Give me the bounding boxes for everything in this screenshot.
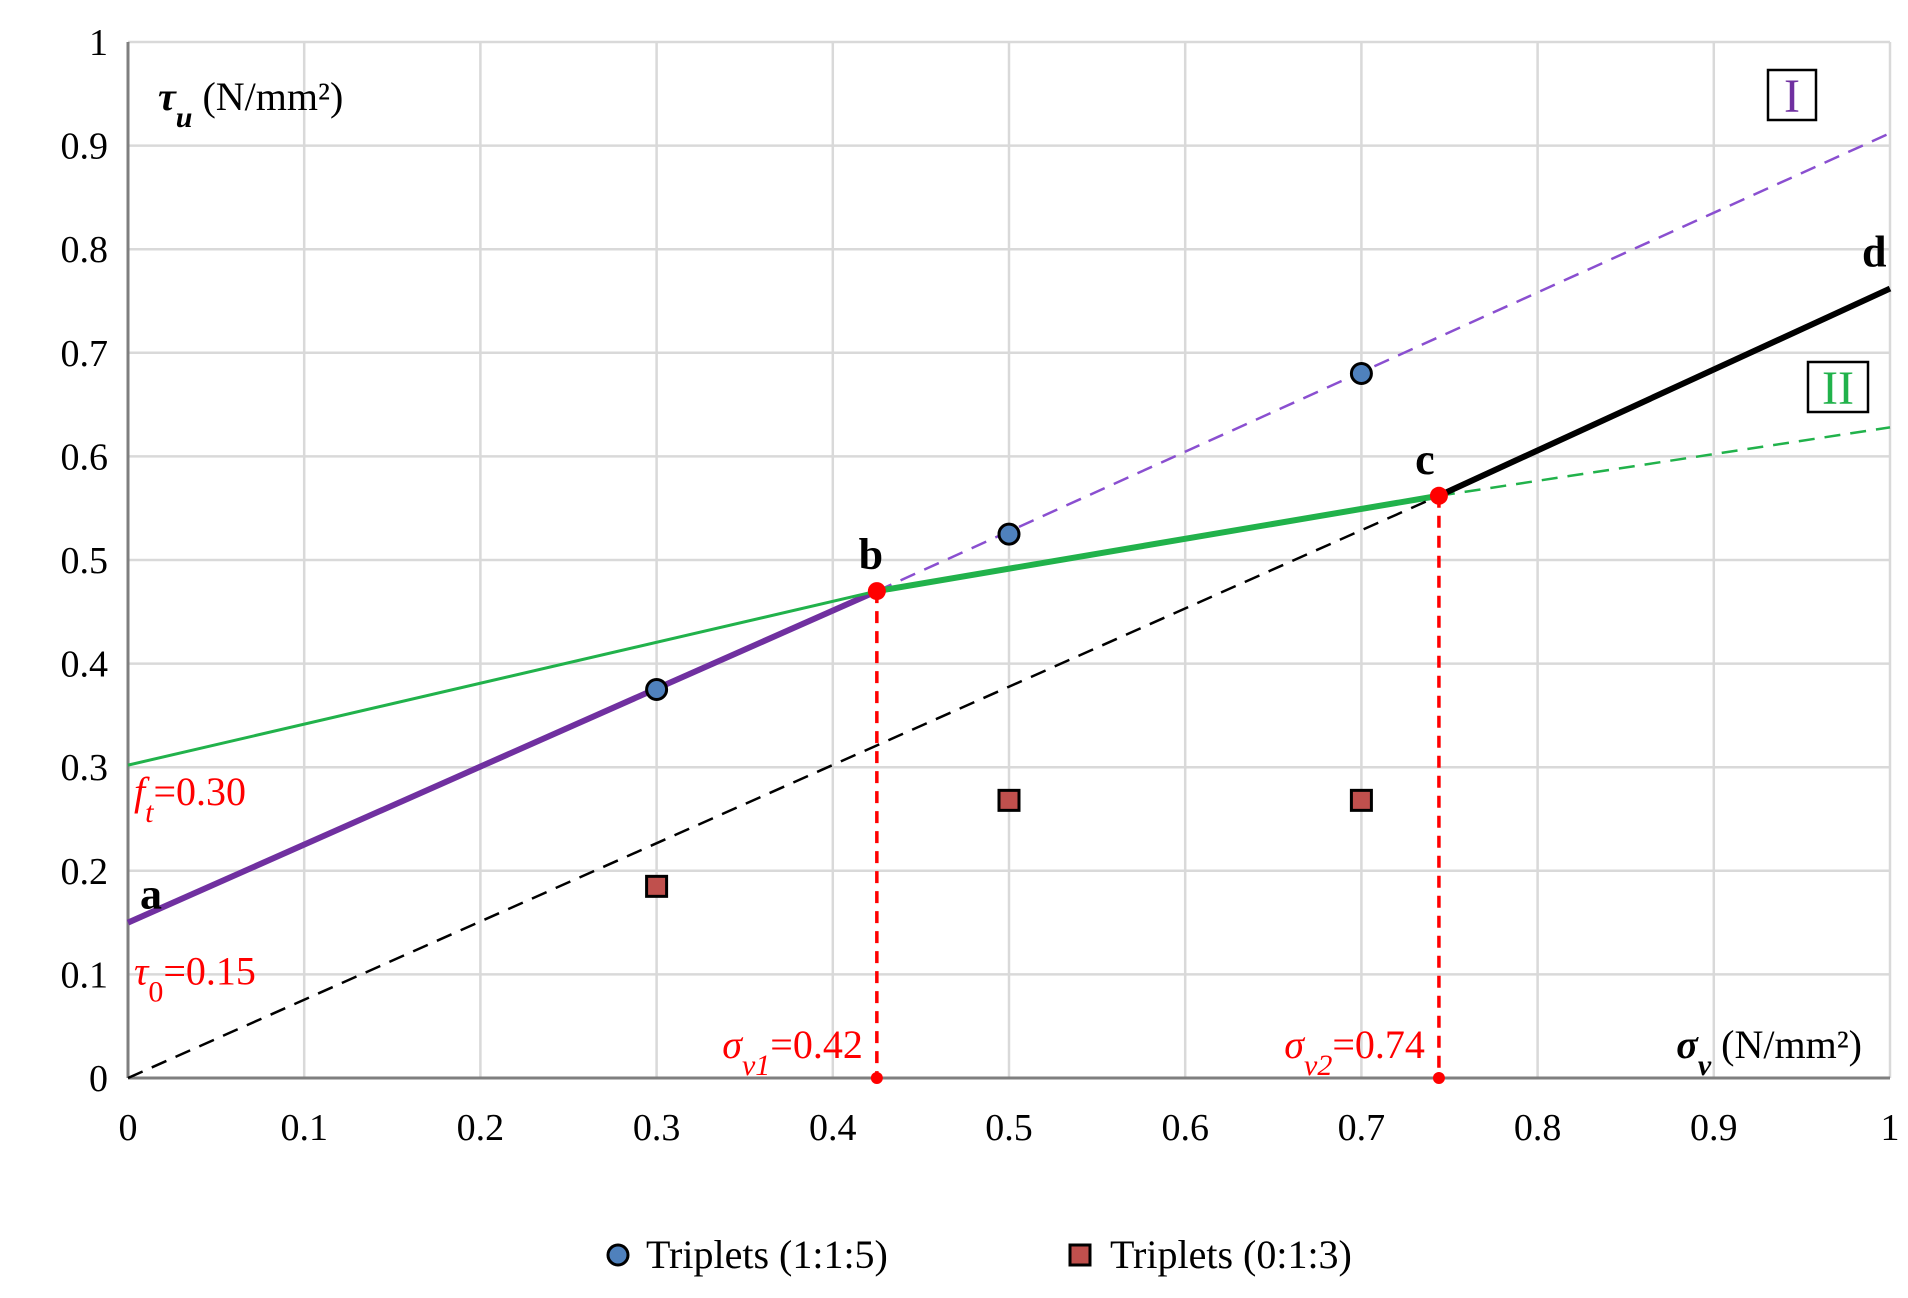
region-I-label: I <box>1784 70 1800 123</box>
data-point-circle <box>1349 362 1373 386</box>
y-tick-label: 1 <box>89 22 108 64</box>
series-line <box>1437 285 1892 499</box>
y-tick-label: 0 <box>89 1058 108 1100</box>
data-point-square <box>1349 788 1373 812</box>
key-point-dot <box>867 582 886 601</box>
red-axis-dot <box>870 1072 883 1084</box>
y-tick-label: 0.3 <box>61 747 109 789</box>
y-tick-label: 0.2 <box>61 851 109 893</box>
data-point-square <box>997 788 1021 812</box>
axes: 0 0.1 0.2 0.3 0.4 0.5 0.6 0.7 0.8 0.9 1 0 0.1 0.2 0.3 0… <box>61 22 1900 1149</box>
series-lines <box>126 132 1892 1084</box>
ft-annotation: ft=0.30 <box>134 769 246 829</box>
legend-label: Triplets (0:1:3) <box>1110 1232 1352 1277</box>
y-tick-label: 0.1 <box>61 954 109 996</box>
x-tick-label: 0.2 <box>457 1107 505 1149</box>
x-tick-label: 0.9 <box>1690 1107 1738 1149</box>
region-II-label: II <box>1822 362 1854 415</box>
x-tick-label: 0.3 <box>633 1107 681 1149</box>
key-point-label: a <box>140 870 162 919</box>
x-tick-label: 0.7 <box>1338 1107 1386 1149</box>
key-point-dot <box>1429 486 1448 505</box>
legend-marker-circle <box>606 1243 630 1267</box>
x-tick-label: 1 <box>1881 1107 1900 1149</box>
key-point-label: b <box>859 530 883 579</box>
data-point-circle <box>645 678 669 701</box>
sigma-v1-annotation: σv1=0.42 <box>722 1022 863 1082</box>
series-line <box>127 494 1440 1080</box>
legend-label: Triplets (1:1:5) <box>646 1232 888 1277</box>
data-markers <box>645 362 1448 898</box>
data-point-square <box>645 874 669 898</box>
region-II-box <box>1806 360 1870 414</box>
x-tick-label: 0 <box>119 1107 138 1149</box>
y-tick-label: 0.6 <box>61 436 109 478</box>
y-tick-label: 0.7 <box>61 333 109 375</box>
y-tick-label: 0.5 <box>61 540 109 582</box>
series-line <box>127 589 878 767</box>
y-tick-label: 0.9 <box>61 126 109 168</box>
y-tick-label: 0.8 <box>61 229 109 271</box>
x-tick-label: 0.8 <box>1514 1107 1562 1149</box>
x-tick-label: 0.5 <box>985 1107 1033 1149</box>
region-I-box <box>1766 68 1818 122</box>
y-axis-title: τu (N/mm²) <box>158 74 343 134</box>
x-axis-title: σv (N/mm²) <box>1676 1022 1862 1082</box>
sigma-v2-annotation: σv2=0.74 <box>1284 1022 1425 1082</box>
red-axis-dot <box>1432 1072 1445 1084</box>
y-tick-label: 0.4 <box>61 644 109 686</box>
tau0-annotation: τ0=0.15 <box>134 949 256 1009</box>
key-point-label: c <box>1415 435 1435 484</box>
x-tick-label: 0.1 <box>280 1107 328 1149</box>
key-point-label: d <box>1862 228 1886 277</box>
grid <box>128 40 1892 1078</box>
legend: Triplets (1:1:5) Triplets (0:1:3) <box>606 1232 1352 1277</box>
data-point-circle <box>997 522 1021 546</box>
series-line <box>126 588 879 926</box>
x-tick-label: 0.4 <box>809 1107 857 1149</box>
series-line <box>876 132 1891 593</box>
x-tick-label: 0.6 <box>1161 1107 1209 1149</box>
legend-marker-square <box>1068 1243 1092 1267</box>
series-line <box>876 492 1440 595</box>
